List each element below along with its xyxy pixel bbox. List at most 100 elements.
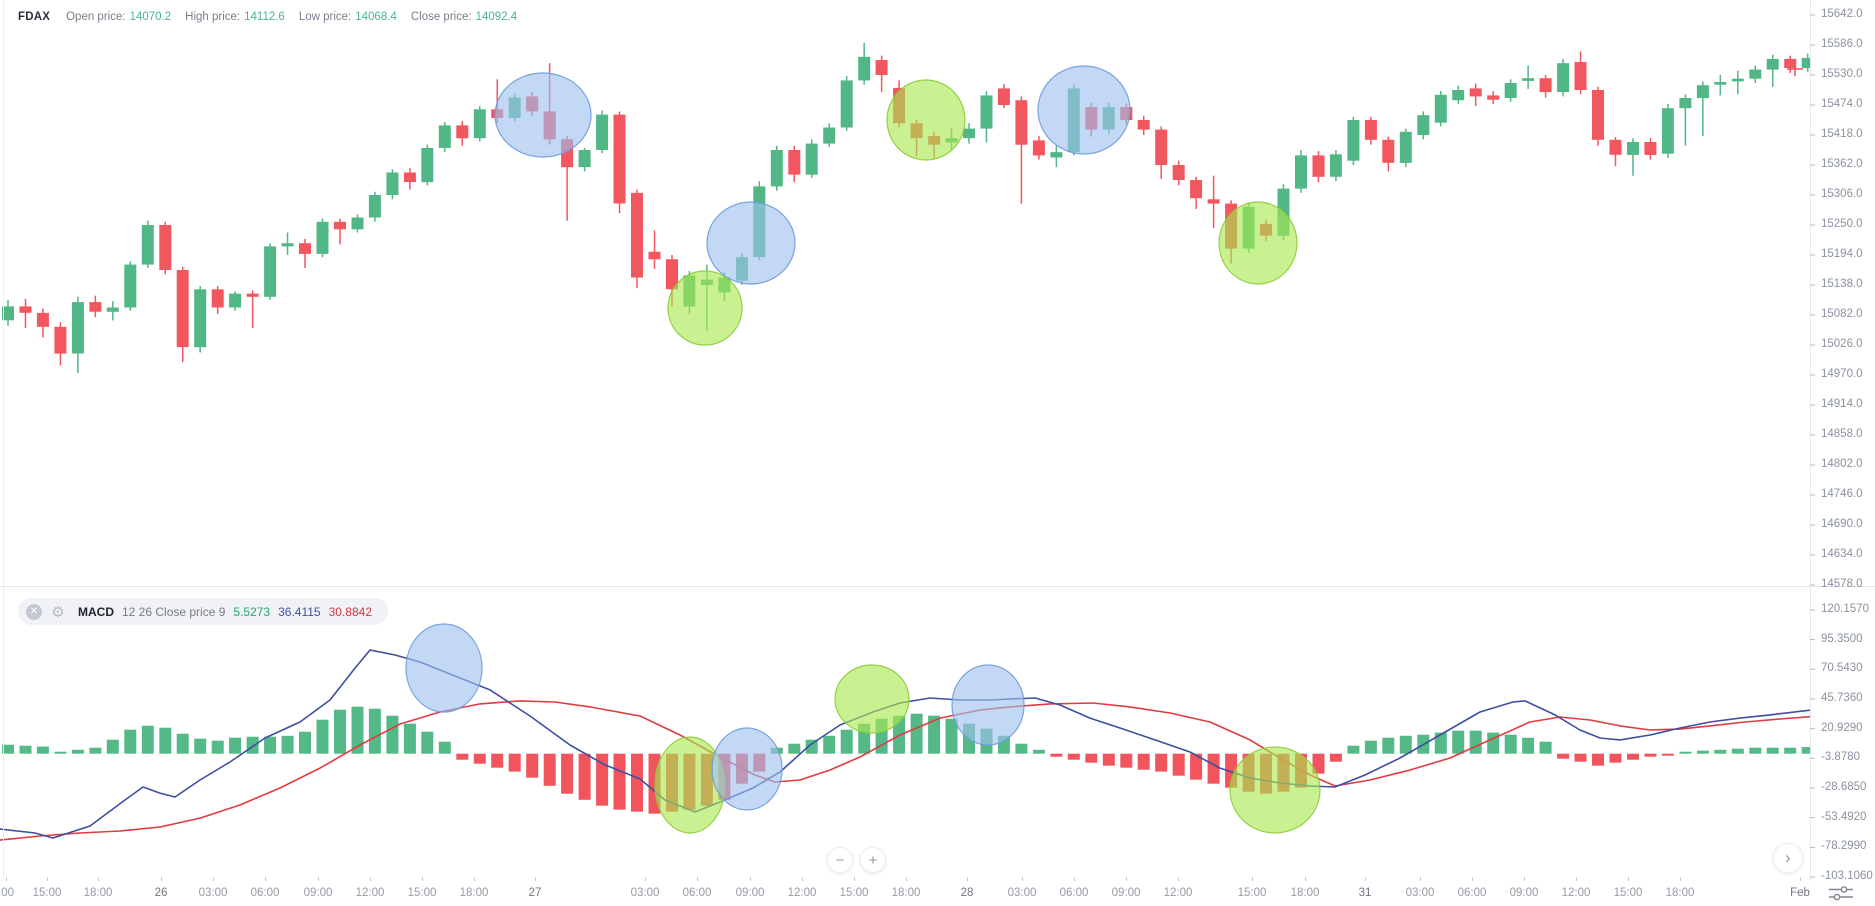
hist-bar [1714,749,1727,754]
candle [1679,98,1692,109]
candle [1661,108,1674,154]
time-label: 12:00 [355,887,385,899]
candle [176,270,189,348]
blue-signal-circle[interactable] [405,623,483,713]
macd-tick-label: -53.4920 [1821,810,1867,823]
time-label: 18:00 [891,887,921,899]
hist-bar [1312,753,1325,774]
hist-bar [1522,737,1535,754]
hist-bar [438,741,451,754]
hist-bar [1015,743,1028,754]
macd-histogram [2,706,1811,814]
zoom-out-button[interactable]: − [827,847,853,873]
green-signal-circle[interactable] [1218,201,1298,285]
hist-bar [1784,747,1797,754]
hist-bar [1434,732,1447,754]
time-label: 18:00 [83,887,113,899]
blue-signal-circle[interactable] [951,664,1025,746]
green-signal-circle[interactable] [1229,746,1321,834]
zoom-in-button[interactable]: + [860,847,886,873]
hist-bar [1032,749,1045,754]
candle [54,326,67,354]
green-signal-circle[interactable] [834,664,910,734]
time-label: 15:00 [407,887,437,899]
candle [648,251,661,260]
macd-line-value: 36.4115 [278,604,321,619]
hist-bar [194,738,207,754]
price-tick-label: 14970.0 [1821,367,1863,380]
candle [858,56,871,81]
hist-bar [1172,753,1185,776]
hist-bar [1539,741,1552,754]
time-label: 09:00 [303,887,333,899]
price-tick-label: 15194.0 [1821,247,1863,260]
candle [1644,142,1657,155]
hist-bar [211,740,224,754]
candle [1312,155,1325,177]
time-axis[interactable]: :00 15:00 18:00 26 03:00 06:00 09:00 12:00 15:00… [0,881,1875,906]
indicator-settings-gear-icon[interactable]: ⚙ [51,603,65,621]
candle [124,264,137,308]
hist-bar [403,723,416,754]
candle [1592,90,1604,140]
blue-signal-circle[interactable] [706,201,796,285]
candle [1766,58,1779,70]
candle [1050,152,1063,158]
hist-bar [106,739,119,754]
price-tick-label: 15362.0 [1821,157,1863,170]
candle [386,172,399,195]
blue-signal-circle[interactable] [711,727,783,811]
candle [1801,57,1811,69]
remove-indicator-icon[interactable]: ✕ [26,603,42,620]
candle [1190,180,1203,199]
price-tick-label: 15082.0 [1821,307,1863,320]
green-signal-circle[interactable] [667,270,743,346]
close-price-value: 14092.4 [475,11,518,23]
green-signal-circle[interactable] [886,79,966,161]
blue-signal-circle[interactable] [1037,65,1131,155]
hist-bar [1749,747,1762,754]
low-price-field: Low price: 14068.4 [299,11,397,23]
price-tick-label: 15306.0 [1821,187,1863,200]
candle [229,293,242,308]
hist-bar [281,735,294,754]
time-label-day: 27 [528,887,542,899]
candle [194,289,207,348]
hist-bar [1364,740,1377,754]
hist-bar [805,739,818,754]
hist-bar [299,731,311,754]
time-label: 15:00 [1613,887,1643,899]
candle [299,243,311,254]
time-label: 03:00 [198,887,228,899]
blue-signal-circle[interactable] [494,72,592,158]
symbol-name: FDAX [18,11,51,23]
candle [1155,129,1168,165]
candle [1015,100,1028,145]
candle [1784,58,1797,68]
candle [1469,88,1482,97]
hist-bar [159,727,172,754]
hist-bar [368,708,381,754]
hist-bar [264,736,277,754]
hist-bar [1644,753,1657,757]
candle [1522,78,1535,81]
scroll-right-button[interactable]: › [1773,843,1803,873]
candle [1714,82,1727,85]
hist-bar [19,745,32,754]
time-label: 18:00 [1290,887,1320,899]
candle [875,60,888,75]
candle [1172,165,1185,180]
macd-hist-value: 5.5273 [233,604,271,619]
low-price-label: Low price: [298,11,352,23]
hist-bar [631,753,643,812]
hist-bar [456,753,469,760]
candle [1434,94,1447,123]
hist-bar [613,753,626,810]
hist-bar [1801,747,1811,754]
high-price-label: High price: [185,11,241,23]
axis-settings-sliders-icon[interactable] [1828,885,1854,901]
candle [19,306,32,313]
price-tick-label: 15250.0 [1821,217,1863,230]
